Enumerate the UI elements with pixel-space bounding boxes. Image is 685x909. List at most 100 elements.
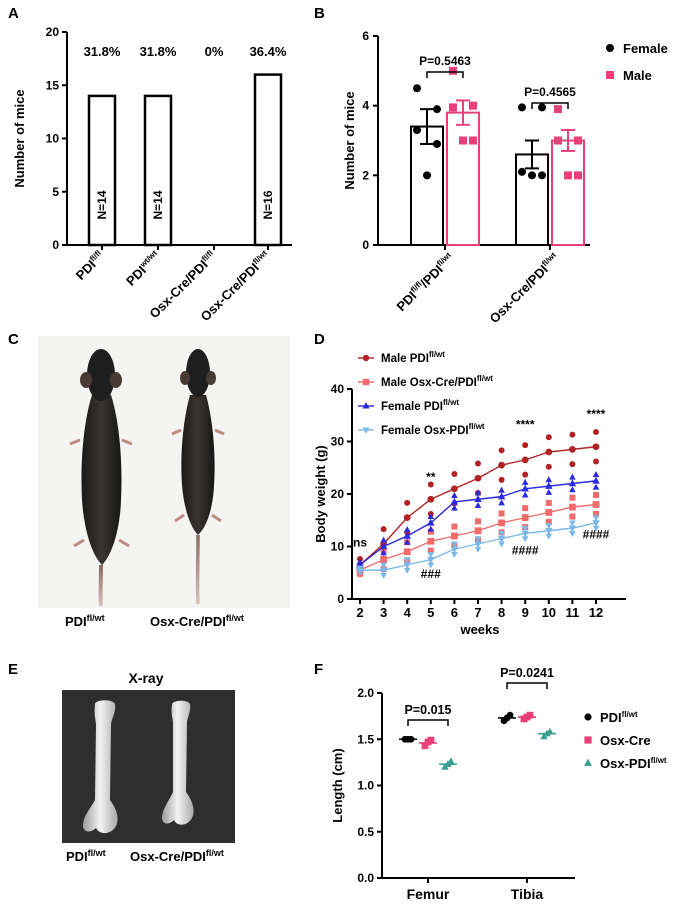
p-value-b: P=0.5463 bbox=[419, 54, 471, 68]
data-point-d bbox=[427, 547, 434, 554]
panel-label-f: F bbox=[314, 661, 323, 678]
data-point-d bbox=[450, 497, 459, 505]
legend-marker-d bbox=[362, 402, 370, 409]
data-point-d bbox=[451, 491, 458, 498]
annotation-d: ### bbox=[421, 567, 441, 581]
data-point-d bbox=[569, 486, 576, 493]
legend-marker-f bbox=[584, 713, 592, 721]
data-point-d bbox=[592, 470, 600, 477]
chart-b: 0 2 4 6 Number of mice P=0.5463 P=0.4565 Female… bbox=[342, 29, 668, 326]
data-point-d bbox=[451, 504, 458, 511]
x-tick-label-d: 7 bbox=[474, 605, 481, 620]
data-point-d bbox=[545, 508, 553, 516]
chart-f: 0.0 0.5 1.0 1.5 2.0 Length (cm) Femur Tibia PDIf… bbox=[330, 666, 667, 902]
data-point-d bbox=[475, 460, 481, 467]
annotation-d: #### bbox=[583, 528, 610, 542]
annotation-d: **** bbox=[516, 417, 535, 431]
y-tick-label-b: 0 bbox=[362, 238, 369, 252]
x-tick-label-d: 3 bbox=[380, 605, 387, 620]
data-point-d bbox=[474, 489, 482, 496]
data-point-f bbox=[526, 711, 534, 719]
y-axis-label-f: Length (cm) bbox=[330, 748, 345, 822]
annotation-d: ns bbox=[353, 536, 367, 550]
data-point-b bbox=[538, 103, 546, 112]
data-point-d bbox=[592, 483, 600, 490]
data-point-d bbox=[427, 556, 435, 564]
y-tick-label-d: 30 bbox=[331, 435, 345, 449]
photo-c-label-control: PDIfl/wt bbox=[65, 613, 105, 629]
bone-osx-image bbox=[161, 700, 194, 825]
bar-a bbox=[253, 73, 283, 247]
y-tick-label-d: 0 bbox=[337, 592, 344, 606]
data-point-d bbox=[522, 442, 529, 449]
data-point-f bbox=[427, 736, 435, 744]
data-point-d bbox=[545, 434, 552, 441]
data-point-d bbox=[592, 515, 600, 522]
legend-marker-b bbox=[606, 71, 614, 79]
y-axis-label-a: Number of mice bbox=[12, 89, 27, 187]
data-point-d bbox=[475, 518, 481, 525]
data-point-b bbox=[449, 103, 457, 112]
bar-label-a: N=14 bbox=[151, 190, 165, 219]
data-point-d bbox=[427, 512, 435, 519]
data-point-d bbox=[451, 471, 458, 478]
legend-marker-f bbox=[584, 736, 592, 744]
x-tick-label-d: 9 bbox=[522, 605, 529, 620]
legend-label-b: Female bbox=[623, 41, 668, 56]
data-point-d bbox=[379, 542, 388, 550]
data-point-d bbox=[427, 525, 435, 532]
data-point-d bbox=[380, 562, 387, 569]
data-point-b bbox=[574, 136, 582, 145]
bar-a bbox=[143, 94, 173, 247]
x-tick-label-a: PDIwt/wt bbox=[123, 248, 163, 288]
percent-label-a: 0% bbox=[205, 44, 224, 59]
data-point-d bbox=[427, 562, 435, 569]
data-point-d bbox=[403, 531, 411, 539]
mouse-control-image bbox=[69, 349, 133, 607]
y-tick-label-a: 5 bbox=[52, 185, 59, 199]
data-point-d bbox=[545, 448, 553, 456]
data-point-d bbox=[450, 546, 459, 554]
data-point-d bbox=[451, 532, 458, 540]
y-tick-label-f: 1.0 bbox=[357, 779, 374, 793]
data-point-b bbox=[528, 171, 536, 180]
data-point-b bbox=[413, 84, 421, 93]
data-point-d bbox=[569, 513, 576, 520]
x-tick-label-d: 12 bbox=[589, 605, 603, 620]
annotation-d: #### bbox=[512, 543, 539, 557]
bar-a bbox=[87, 94, 117, 247]
p-bracket-b bbox=[531, 102, 569, 109]
data-point-d bbox=[498, 447, 505, 454]
legend-label-d: Female Osx-PDIfl/wt bbox=[381, 422, 485, 437]
data-point-d bbox=[356, 565, 364, 572]
y-tick-label-d: 40 bbox=[331, 382, 345, 396]
data-point-d bbox=[545, 488, 553, 495]
data-point-f bbox=[447, 757, 455, 765]
panel-label-c: C bbox=[8, 331, 19, 348]
p-value-b: P=0.4565 bbox=[524, 85, 576, 99]
data-point-b bbox=[413, 126, 421, 135]
data-point-d bbox=[498, 476, 505, 483]
y-tick-label-f: 0.0 bbox=[357, 871, 374, 885]
data-point-d bbox=[569, 530, 576, 537]
y-axis-label-d: Body weight (g) bbox=[313, 445, 328, 543]
data-point-d bbox=[569, 520, 576, 527]
data-point-b bbox=[518, 103, 526, 112]
data-point-d bbox=[380, 526, 387, 533]
data-point-d bbox=[451, 551, 458, 558]
data-point-d bbox=[498, 541, 505, 548]
data-point-d bbox=[545, 528, 553, 535]
p-value-f: P=0.015 bbox=[405, 703, 452, 717]
data-point-d bbox=[498, 530, 505, 537]
legend-label-f: PDIfl/wt bbox=[600, 710, 638, 725]
data-point-d bbox=[474, 474, 482, 482]
data-point-b bbox=[574, 171, 582, 180]
data-point-d bbox=[498, 519, 505, 527]
data-point-d bbox=[569, 494, 576, 501]
data-point-d bbox=[427, 551, 435, 558]
y-tick-label-b: 6 bbox=[362, 29, 369, 43]
panel-label-d: D bbox=[314, 331, 325, 348]
mouse-osx-image bbox=[171, 349, 225, 605]
data-point-d bbox=[404, 499, 411, 506]
data-point-d bbox=[403, 538, 411, 545]
